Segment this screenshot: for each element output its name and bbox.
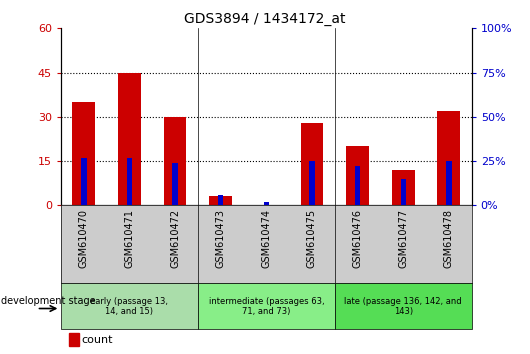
Bar <box>61 283 198 329</box>
Bar <box>301 123 323 205</box>
Text: GSM610477: GSM610477 <box>398 209 408 268</box>
Bar <box>346 146 369 205</box>
Text: GSM610471: GSM610471 <box>125 209 135 268</box>
Bar <box>69 333 79 346</box>
Bar <box>172 163 178 205</box>
Text: GSM610473: GSM610473 <box>216 209 226 268</box>
Bar <box>73 102 95 205</box>
Text: GDS3894 / 1434172_at: GDS3894 / 1434172_at <box>184 12 346 27</box>
Bar <box>446 161 452 205</box>
Bar <box>127 158 132 205</box>
Bar <box>355 166 360 205</box>
Text: late (passage 136, 142, and
143): late (passage 136, 142, and 143) <box>344 297 462 316</box>
Bar <box>392 170 414 205</box>
Text: GSM610476: GSM610476 <box>352 209 363 268</box>
Bar <box>218 195 224 205</box>
Bar <box>209 196 232 205</box>
Bar <box>437 111 460 205</box>
Bar <box>401 179 406 205</box>
Bar <box>263 202 269 205</box>
Text: GSM610474: GSM610474 <box>261 209 271 268</box>
Bar <box>309 161 315 205</box>
Text: count: count <box>81 335 112 345</box>
Text: GSM610470: GSM610470 <box>79 209 89 268</box>
Text: development stage: development stage <box>1 296 96 306</box>
Bar <box>118 73 141 205</box>
Bar <box>81 158 86 205</box>
Bar <box>198 283 335 329</box>
Text: intermediate (passages 63,
71, and 73): intermediate (passages 63, 71, and 73) <box>208 297 324 316</box>
Bar <box>164 117 187 205</box>
Text: GSM610472: GSM610472 <box>170 209 180 268</box>
Text: GSM610475: GSM610475 <box>307 209 317 268</box>
Text: early (passage 13,
14, and 15): early (passage 13, 14, and 15) <box>91 297 169 316</box>
Text: GSM610478: GSM610478 <box>444 209 454 268</box>
Bar <box>335 283 472 329</box>
